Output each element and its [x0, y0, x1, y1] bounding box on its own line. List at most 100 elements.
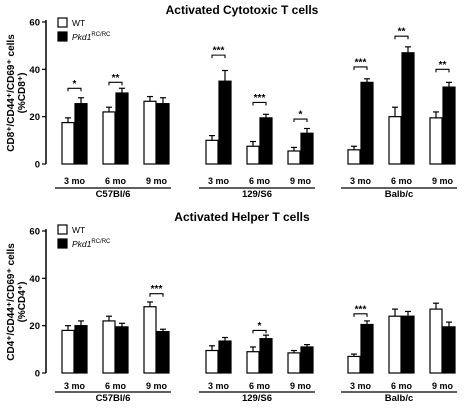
y-tick-label: 20 [29, 112, 40, 123]
bar-pkd1-4 [218, 340, 232, 374]
significance-bracket [252, 329, 267, 334]
bar-pkd1-5 [259, 117, 273, 165]
x-tick-label: 6 mo [105, 176, 127, 186]
legend-label-text: Pkd1 [72, 239, 92, 249]
bar-pkd1-4 [218, 80, 232, 165]
bar-wt-8 [388, 116, 402, 165]
legend-label-text: WT [72, 18, 85, 28]
legend-label-2: Pkd1RC/RC [72, 239, 111, 249]
bar-wt-7 [347, 149, 361, 165]
significance-bracket [353, 66, 368, 70]
bar-wt-8 [388, 315, 402, 374]
significance-bracket [293, 118, 308, 123]
legend-label-text: WT [72, 225, 85, 235]
legend-label-superscript: RC/RC [91, 239, 111, 245]
significance-bracket [211, 54, 226, 59]
bar-pkd1-6 [300, 132, 314, 165]
bar-wt-5 [246, 145, 260, 165]
chart-2: Activated Helper T cells CD4⁺/CD44⁺/CD69⁺… [6, 210, 457, 404]
bar-pkd1-9 [442, 86, 456, 165]
group-label: Balb/c [385, 393, 414, 404]
significance-label: *** [355, 304, 367, 315]
x-tick-label: 6 mo [391, 381, 413, 391]
x-tick-label: 6 mo [105, 381, 127, 391]
group-label: 129/S6 [242, 189, 272, 200]
x-tick-label: 6 mo [249, 381, 271, 391]
legend-label-1: WT [72, 225, 85, 235]
significance-bracket [67, 87, 82, 92]
chart-title: Activated Cytotoxic T cells [166, 3, 319, 17]
x-tick-label: 9 mo [290, 176, 312, 186]
x-tick-label: 9 mo [432, 176, 454, 186]
group-label: C57Bl/6 [96, 393, 131, 404]
group-label: 129/S6 [242, 393, 272, 404]
bar-wt-2 [102, 320, 116, 374]
significance-bracket [353, 313, 368, 317]
x-tick-label: 3 mo [350, 381, 372, 391]
bar-wt-1 [61, 121, 75, 165]
significance-bracket [435, 68, 450, 73]
bar-pkd1-1 [74, 103, 88, 165]
bar-wt-1 [61, 329, 75, 374]
significance-label: * [73, 79, 77, 90]
y-tick-label: 40 [29, 65, 40, 76]
x-tick-label: 9 mo [432, 381, 454, 391]
bar-wt-4 [205, 139, 219, 165]
chart-title: Activated Helper T cells [174, 210, 310, 224]
bar-wt-6 [287, 150, 301, 165]
bar-wt-4 [205, 349, 219, 374]
bar-pkd1-7 [360, 323, 374, 374]
significance-label: ** [439, 60, 447, 71]
legend-label-2: Pkd1RC/RC [72, 32, 111, 42]
y-tick-label: 60 [29, 227, 40, 238]
y-tick-label: 20 [29, 321, 40, 332]
legend-label-text: Pkd1 [72, 32, 92, 42]
y-tick-label: 60 [29, 18, 40, 29]
significance-label: *** [355, 57, 367, 68]
legend-label-1: WT [72, 18, 85, 28]
significance-bracket [108, 81, 123, 86]
significance-label: ** [112, 73, 120, 84]
bar-pkd1-6 [300, 346, 314, 374]
y-tick-label: 0 [35, 160, 40, 171]
bar-pkd1-8 [401, 315, 415, 374]
legend-swatch-2 [57, 238, 68, 249]
legend: WT Pkd1RC/RC [57, 17, 111, 42]
y-axis-label-line-2: (%CD4⁺) [17, 282, 28, 323]
legend-swatch-1 [57, 17, 68, 28]
bar-pkd1-2 [115, 326, 129, 374]
legend-swatch-1 [57, 224, 68, 235]
bar-pkd1-7 [360, 81, 374, 165]
chart-1: Activated Cytotoxic T cells CD8⁺/CD44⁺/CD… [6, 3, 457, 200]
x-tick-label: 3 mo [350, 176, 372, 186]
x-tick-label: 6 mo [249, 176, 271, 186]
significance-bracket [394, 35, 409, 40]
x-tick-label: 6 mo [391, 176, 413, 186]
significance-label: *** [151, 284, 163, 295]
x-tick-label: 3 mo [208, 176, 230, 186]
x-tick-label: 9 mo [146, 381, 168, 391]
legend-label-superscript: RC/RC [91, 32, 111, 38]
y-tick-label: 0 [35, 369, 40, 380]
bar-wt-3 [143, 306, 157, 374]
bar-pkd1-9 [442, 326, 456, 374]
group-label: C57Bl/6 [96, 189, 131, 200]
legend-swatch-2 [57, 31, 68, 42]
bar-wt-6 [287, 352, 301, 374]
bar-pkd1-3 [156, 103, 170, 165]
significance-label: ** [398, 27, 406, 38]
bar-wt-9 [429, 308, 443, 374]
significance-bracket [149, 293, 164, 297]
bar-pkd1-8 [401, 52, 415, 165]
y-axis-label-line-1: CD8⁺/CD44⁺/CD69⁺ cells [6, 34, 17, 152]
bar-wt-7 [347, 355, 361, 374]
x-tick-label: 3 mo [64, 176, 86, 186]
y-axis-label-line-1: CD4⁺/CD44⁺/CD69⁺ cells [6, 243, 17, 361]
x-tick-label: 9 mo [290, 381, 312, 391]
significance-bracket [252, 101, 267, 106]
legend: WT Pkd1RC/RC [57, 224, 111, 249]
bar-wt-5 [246, 351, 260, 374]
bar-pkd1-1 [74, 325, 88, 374]
significance-label: *** [213, 46, 225, 57]
